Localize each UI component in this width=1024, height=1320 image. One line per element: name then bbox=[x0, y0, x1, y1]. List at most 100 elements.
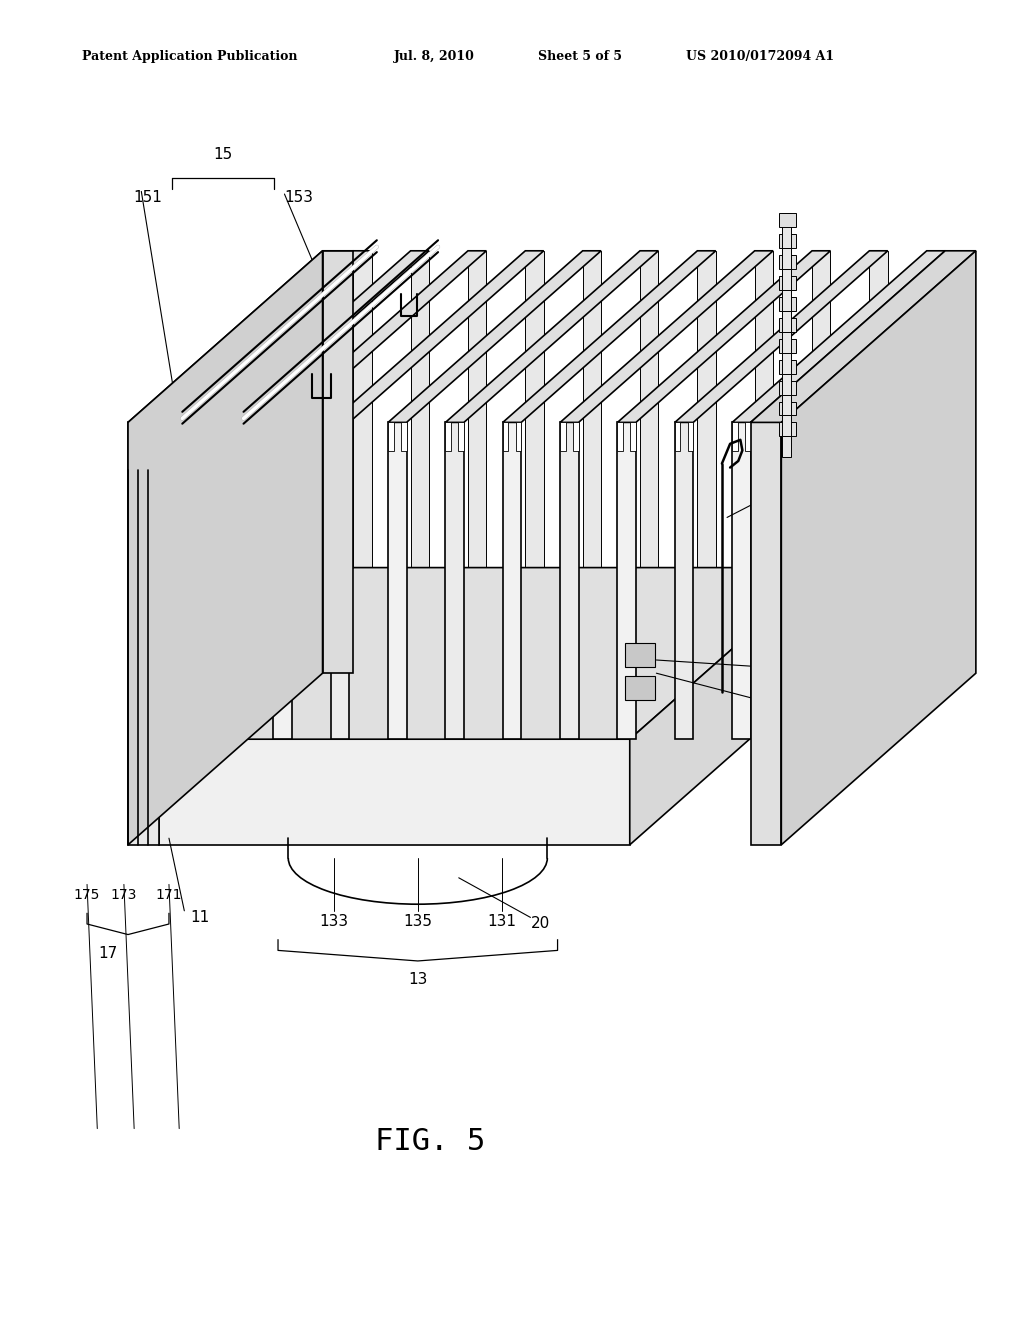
Polygon shape bbox=[675, 422, 693, 739]
Polygon shape bbox=[331, 422, 336, 451]
Text: 135: 135 bbox=[403, 913, 432, 929]
Polygon shape bbox=[779, 422, 796, 437]
Text: 133: 133 bbox=[319, 913, 348, 929]
Text: Jul. 8, 2010: Jul. 8, 2010 bbox=[394, 50, 475, 63]
Polygon shape bbox=[782, 339, 791, 374]
Polygon shape bbox=[159, 251, 372, 422]
Polygon shape bbox=[344, 422, 349, 451]
Polygon shape bbox=[273, 251, 486, 422]
Polygon shape bbox=[779, 401, 796, 416]
Text: 24: 24 bbox=[763, 731, 782, 747]
Polygon shape bbox=[779, 360, 796, 374]
Polygon shape bbox=[331, 422, 349, 739]
Polygon shape bbox=[516, 422, 521, 451]
Polygon shape bbox=[631, 422, 636, 451]
Polygon shape bbox=[732, 422, 737, 451]
Polygon shape bbox=[782, 422, 791, 457]
Polygon shape bbox=[779, 276, 796, 290]
Polygon shape bbox=[323, 251, 353, 673]
Polygon shape bbox=[573, 422, 579, 451]
Polygon shape bbox=[128, 251, 323, 845]
Polygon shape bbox=[503, 422, 508, 451]
Polygon shape bbox=[745, 422, 751, 451]
Polygon shape bbox=[675, 422, 680, 451]
Polygon shape bbox=[172, 422, 177, 451]
Polygon shape bbox=[583, 251, 601, 568]
Polygon shape bbox=[411, 251, 429, 568]
Polygon shape bbox=[782, 360, 791, 395]
Text: 25: 25 bbox=[763, 494, 782, 510]
Polygon shape bbox=[779, 214, 796, 227]
Polygon shape bbox=[812, 251, 830, 568]
Text: 173: 173 bbox=[111, 888, 137, 902]
Polygon shape bbox=[388, 422, 393, 451]
Text: 171: 171 bbox=[156, 888, 182, 902]
Polygon shape bbox=[468, 251, 486, 568]
Polygon shape bbox=[159, 422, 164, 451]
Polygon shape bbox=[353, 251, 372, 568]
Polygon shape bbox=[159, 739, 630, 845]
Polygon shape bbox=[503, 422, 521, 739]
Polygon shape bbox=[779, 380, 796, 395]
Polygon shape bbox=[331, 251, 544, 422]
Polygon shape bbox=[445, 422, 464, 739]
Polygon shape bbox=[782, 380, 791, 416]
Polygon shape bbox=[779, 339, 796, 352]
Polygon shape bbox=[732, 422, 751, 739]
Polygon shape bbox=[779, 318, 796, 331]
Text: FIG. 5: FIG. 5 bbox=[375, 1127, 485, 1156]
Polygon shape bbox=[675, 251, 888, 422]
Text: 20: 20 bbox=[531, 916, 550, 932]
Polygon shape bbox=[782, 235, 791, 269]
Polygon shape bbox=[388, 422, 407, 739]
Polygon shape bbox=[128, 251, 353, 422]
Text: US 2010/0172094 A1: US 2010/0172094 A1 bbox=[686, 50, 835, 63]
Polygon shape bbox=[751, 251, 976, 422]
Polygon shape bbox=[755, 251, 773, 568]
Polygon shape bbox=[869, 251, 888, 568]
Polygon shape bbox=[782, 276, 791, 312]
Polygon shape bbox=[216, 422, 234, 739]
Polygon shape bbox=[216, 251, 429, 422]
Bar bbox=[625, 676, 655, 700]
Polygon shape bbox=[273, 422, 279, 451]
Polygon shape bbox=[159, 422, 177, 739]
Polygon shape bbox=[617, 422, 636, 739]
Polygon shape bbox=[159, 568, 824, 739]
Polygon shape bbox=[353, 568, 824, 673]
Polygon shape bbox=[273, 422, 292, 739]
Polygon shape bbox=[927, 251, 945, 568]
Text: 153: 153 bbox=[285, 190, 313, 206]
Polygon shape bbox=[779, 235, 796, 248]
Text: 21: 21 bbox=[763, 659, 782, 675]
Polygon shape bbox=[287, 422, 292, 451]
Polygon shape bbox=[782, 401, 791, 437]
Polygon shape bbox=[216, 422, 221, 451]
Text: 13: 13 bbox=[409, 972, 427, 987]
Polygon shape bbox=[445, 251, 658, 422]
Polygon shape bbox=[445, 422, 451, 451]
Polygon shape bbox=[782, 297, 791, 331]
Polygon shape bbox=[640, 251, 658, 568]
Polygon shape bbox=[751, 422, 781, 845]
Bar bbox=[625, 643, 655, 667]
Polygon shape bbox=[388, 251, 601, 422]
Polygon shape bbox=[617, 251, 830, 422]
Polygon shape bbox=[401, 422, 407, 451]
Polygon shape bbox=[128, 422, 159, 845]
Polygon shape bbox=[630, 568, 824, 845]
Polygon shape bbox=[697, 251, 716, 568]
Polygon shape bbox=[560, 251, 773, 422]
Polygon shape bbox=[782, 318, 791, 352]
Polygon shape bbox=[560, 422, 565, 451]
Polygon shape bbox=[782, 214, 791, 248]
Text: 22: 22 bbox=[763, 692, 782, 708]
Text: 175: 175 bbox=[74, 888, 100, 902]
Polygon shape bbox=[688, 422, 693, 451]
Text: Sheet 5 of 5: Sheet 5 of 5 bbox=[538, 50, 622, 63]
Text: 151: 151 bbox=[133, 190, 162, 206]
Polygon shape bbox=[525, 251, 544, 568]
Text: 15: 15 bbox=[214, 147, 232, 162]
Polygon shape bbox=[617, 422, 623, 451]
Polygon shape bbox=[782, 255, 791, 290]
